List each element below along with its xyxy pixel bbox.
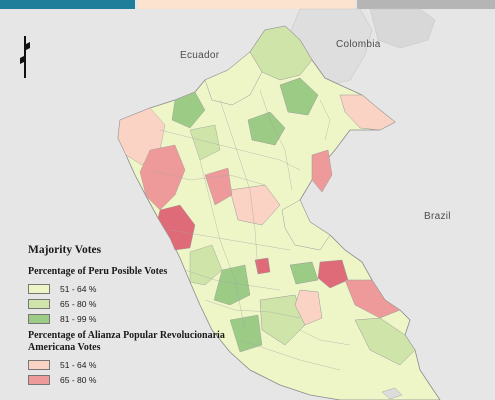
legend-item-label: 65 - 80 %	[60, 374, 97, 385]
legend-swatch	[28, 359, 50, 370]
district-dark-green-1	[279, 77, 319, 116]
lake-titicaca	[381, 387, 403, 400]
district-coast-3	[157, 204, 196, 251]
top-inset-strip	[0, 0, 495, 9]
legend-group-apra: Percentage of Alianza Popular Revolucion…	[28, 330, 238, 387]
district-south-central	[259, 294, 306, 346]
map-legend: Majority Votes Percentage of Peru Posibl…	[28, 244, 238, 391]
legend-item-label: 81 - 99 %	[60, 313, 97, 324]
district-andes-1	[189, 244, 223, 286]
district-boundaries	[149, 89, 351, 371]
district-apra-dark-1	[317, 259, 349, 289]
legend-swatch	[28, 298, 50, 309]
district-apra-se	[344, 279, 401, 319]
district-north-forest	[249, 25, 313, 81]
district-apra-east	[311, 149, 333, 193]
legend-group-title: Percentage of Alianza Popular Revolucion…	[28, 330, 225, 353]
district-andes-2	[213, 264, 251, 306]
legend-item-label: 51 - 64 %	[60, 283, 97, 294]
label-brazil: Brazil	[424, 211, 451, 222]
legend-title: Majority Votes	[28, 244, 102, 256]
label-colombia: Colombia	[336, 39, 381, 50]
inset-panel-left	[0, 0, 135, 9]
legend-swatch	[28, 374, 50, 385]
venezuela-region	[369, 8, 436, 49]
district-dark-green-3	[289, 261, 319, 285]
legend-item: 51 - 64 %	[28, 357, 238, 372]
north-arrow-icon	[20, 36, 30, 78]
legend-item: 81 - 99 %	[28, 311, 238, 326]
district-highland-n2	[171, 91, 206, 129]
legend-item: 65 - 80 %	[28, 296, 238, 311]
district-highland-n1	[189, 124, 221, 161]
legend-item-label: 65 - 80 %	[60, 298, 97, 309]
label-ecuador: Ecuador	[180, 50, 220, 61]
legend-item: 65 - 80 %	[28, 372, 238, 387]
legend-group-title: Percentage of Peru Posible Votes	[28, 266, 168, 277]
district-dark-green-2	[247, 111, 286, 146]
district-south-apra	[294, 289, 323, 326]
district-apra-ne	[339, 94, 396, 131]
legend-item: 51 - 64 %	[28, 281, 238, 296]
district-coast-2	[139, 144, 186, 211]
legend-swatch	[28, 283, 50, 294]
district-north-a	[204, 51, 263, 106]
district-south-east	[354, 317, 416, 366]
legend-item-label: 51 - 64 %	[60, 359, 97, 370]
district-apra-dark-2	[254, 257, 271, 275]
legend-swatch	[28, 313, 50, 324]
legend-group-peru-posible: Percentage of Peru Posible Votes 51 - 64…	[28, 266, 238, 326]
inset-panel-center	[138, 0, 355, 9]
district-central-east	[281, 199, 331, 251]
inset-panel-right	[357, 0, 495, 9]
district-apra-central	[229, 184, 281, 226]
district-andes-3	[229, 314, 263, 353]
